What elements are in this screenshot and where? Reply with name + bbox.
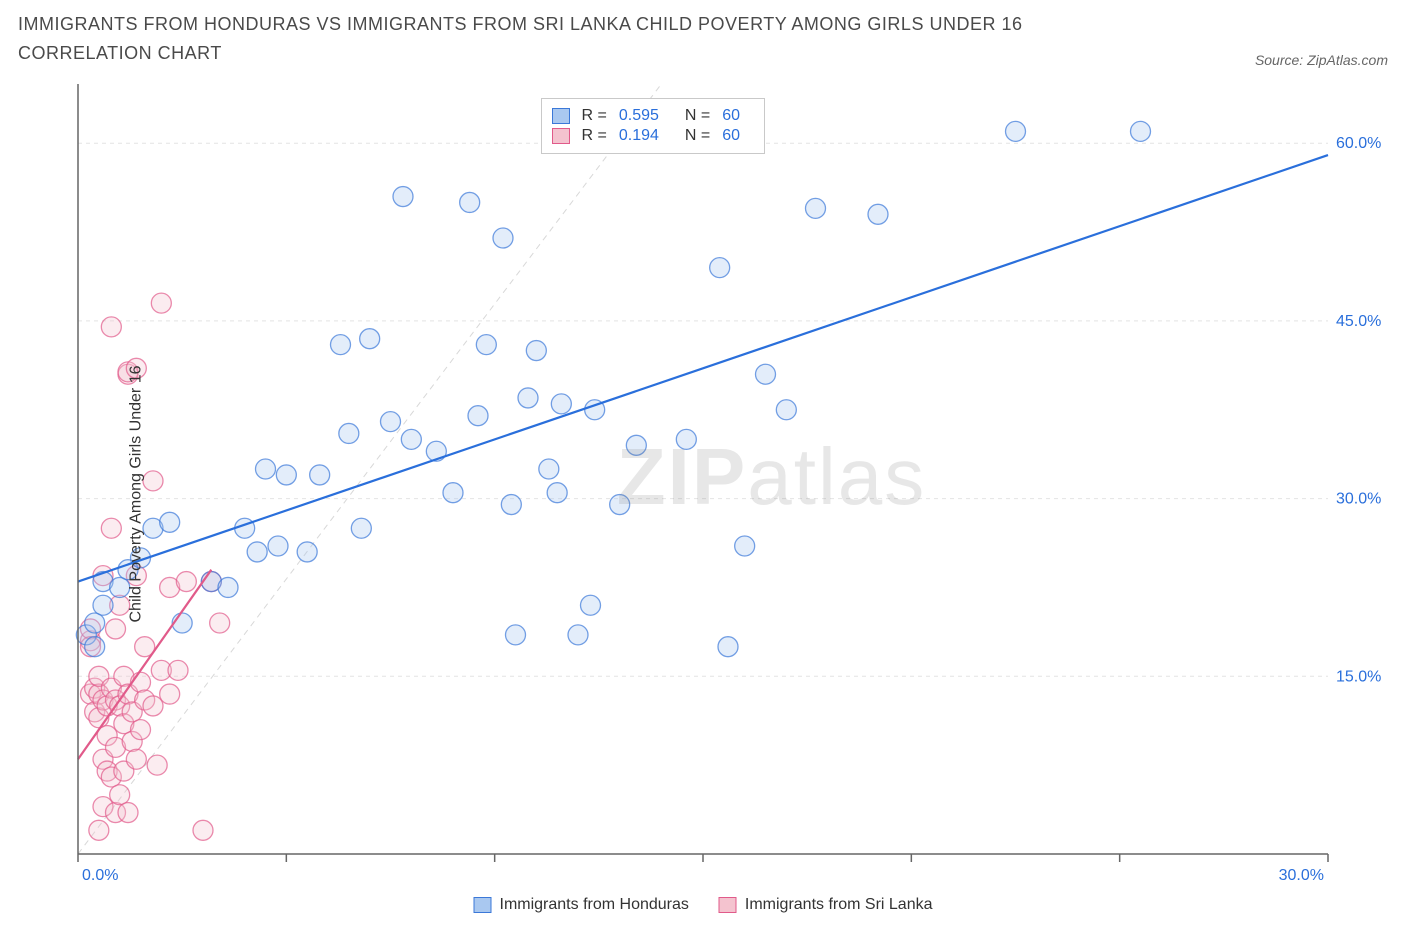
- svg-text:15.0%: 15.0%: [1336, 668, 1381, 685]
- series-legend-label: Immigrants from Honduras: [500, 896, 689, 914]
- series-legend-item: Immigrants from Honduras: [474, 896, 689, 914]
- svg-text:30.0%: 30.0%: [1336, 490, 1381, 507]
- y-axis-label: Child Poverty Among Girls Under 16: [128, 365, 146, 622]
- source-attribution: Source: ZipAtlas.com: [1255, 52, 1388, 68]
- legend-swatch: [552, 128, 570, 144]
- svg-text:45.0%: 45.0%: [1336, 313, 1381, 330]
- series-legend: Immigrants from Honduras Immigrants from …: [474, 896, 933, 914]
- legend-swatch: [552, 108, 570, 124]
- series-legend-label: Immigrants from Sri Lanka: [745, 896, 933, 914]
- chart-container: Child Poverty Among Girls Under 16 ZIPat…: [18, 74, 1388, 914]
- scatter-plot: 0.0% 30.0% 15.0% 30.0% 45.0% 60.0%: [18, 74, 1388, 914]
- chart-title: IMMIGRANTS FROM HONDURAS VS IMMIGRANTS F…: [18, 10, 1118, 68]
- legend-swatch: [719, 897, 737, 913]
- legend-swatch: [474, 897, 492, 913]
- stats-legend-row: R =0.595N =60: [552, 107, 755, 125]
- svg-text:0.0%: 0.0%: [82, 867, 118, 884]
- svg-text:60.0%: 60.0%: [1336, 135, 1381, 152]
- svg-text:30.0%: 30.0%: [1279, 867, 1324, 884]
- series-legend-item: Immigrants from Sri Lanka: [719, 896, 933, 914]
- stats-legend-box: R =0.595N =60 R =0.194N =60: [541, 98, 766, 154]
- stats-legend-row: R =0.194N =60: [552, 127, 755, 145]
